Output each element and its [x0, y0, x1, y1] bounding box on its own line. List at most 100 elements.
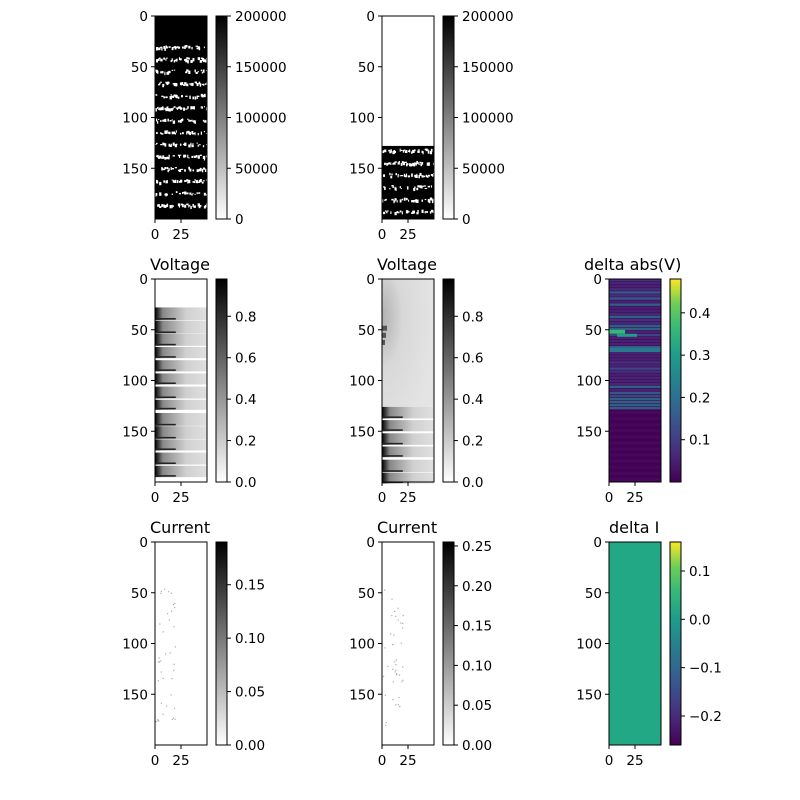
heatmap-cell	[414, 186, 416, 189]
heatmap-cell	[192, 143, 194, 146]
heatmap-cell	[173, 669, 175, 671]
heatmap-cell	[156, 46, 158, 51]
heatmap-cell	[191, 119, 193, 122]
heatmap-cell	[157, 106, 159, 109]
heatmap-row	[609, 388, 661, 392]
y-tick-label: 0	[366, 535, 375, 551]
heatmap-cell	[174, 602, 176, 604]
heatmap-cell	[395, 659, 397, 661]
heatmap-band	[155, 320, 207, 334]
heatmap-region	[382, 279, 434, 407]
colorbar-tick-label: 0.6	[462, 351, 483, 367]
heatmap-cell	[172, 717, 175, 719]
y-tick-label: 50	[131, 60, 148, 76]
heatmap-cell	[172, 205, 174, 207]
heatmap-cell	[400, 622, 402, 624]
heatmap-row	[609, 447, 661, 451]
heatmap-cell	[408, 199, 410, 202]
y-tick-label: 150	[122, 161, 148, 177]
heatmap-cell	[179, 107, 182, 110]
x-tick-label: 0	[151, 490, 160, 506]
heatmap-band	[155, 426, 207, 439]
heatmap-cell	[383, 186, 386, 188]
panel-3: Voltage 0 50 100 150 0 25 0.0 0.2 0.4 0.6 0.8	[122, 255, 256, 506]
heatmap-cell	[191, 82, 194, 86]
heatmap-cell	[193, 205, 196, 208]
heatmap-cell	[202, 69, 205, 73]
heatmap-cell	[395, 669, 397, 671]
heatmap-band-edge	[155, 462, 176, 465]
heatmap-cell	[196, 142, 198, 144]
heatmap-cell	[384, 187, 386, 190]
heatmap-row	[609, 385, 661, 389]
heatmap-row	[609, 435, 661, 439]
heatmap-row	[609, 339, 661, 343]
colorbar-tick-label: 0.10	[235, 631, 265, 647]
heatmap-band-edge	[155, 369, 176, 371]
colorbar-tick-label: 0.4	[462, 392, 483, 408]
heatmap-cell	[430, 198, 433, 201]
heatmap-cell	[417, 150, 420, 153]
heatmap-cell	[384, 694, 386, 696]
x-tick-label: 0	[378, 227, 387, 243]
heatmap-cell	[184, 191, 187, 195]
heatmap-cell	[398, 161, 401, 163]
heatmap-cell	[164, 588, 166, 590]
heatmap-cell	[160, 702, 162, 704]
heatmap-cell	[191, 193, 193, 196]
heatmap-cell	[177, 96, 180, 99]
heatmap-cell	[157, 720, 159, 722]
heatmap-cell	[171, 193, 174, 195]
heatmap-cell	[161, 133, 164, 135]
heatmap-row	[609, 397, 661, 401]
heatmap-cell	[392, 699, 394, 701]
colorbar-tick-label: 0.15	[462, 619, 492, 635]
x-tick-label: 25	[399, 753, 416, 769]
heatmap-cell	[197, 169, 200, 172]
heatmap-cell	[175, 143, 178, 146]
heatmap-cell	[385, 210, 387, 212]
heatmap-cell	[394, 211, 397, 216]
heatmap-cell	[158, 47, 161, 51]
y-tick-label: 0	[139, 535, 148, 551]
x-tick-label: 0	[605, 490, 614, 506]
heatmap-row	[609, 315, 661, 319]
y-tick-label: 100	[576, 374, 602, 390]
heatmap-band	[155, 439, 207, 451]
heatmap-cell	[413, 163, 416, 167]
heatmap-cell	[182, 46, 184, 49]
y-tick-label: 50	[585, 586, 602, 602]
heatmap-row	[609, 417, 661, 421]
heatmap-cell	[394, 671, 396, 673]
heatmap-cell	[423, 175, 426, 178]
heatmap-band-edge	[382, 455, 403, 457]
heatmap-band-edge	[382, 470, 403, 472]
heatmap-cell	[192, 96, 194, 100]
title-delta-i: delta I	[609, 518, 659, 537]
colorbar-3	[215, 278, 228, 483]
heatmap-cell	[383, 211, 386, 215]
heatmap-row	[609, 288, 661, 291]
heatmap-cell	[177, 120, 180, 123]
heatmap-row	[609, 294, 661, 297]
heatmap-band	[155, 347, 207, 359]
heatmap-cell	[163, 143, 165, 145]
heatmap-cell	[398, 696, 400, 699]
heatmap-cell	[199, 167, 202, 171]
title-current-2: Current	[377, 518, 437, 537]
heatmap-cell-uniform	[609, 542, 661, 745]
heatmap-row	[609, 370, 661, 373]
heatmap-cell	[184, 58, 186, 61]
heatmap-cell	[402, 679, 404, 681]
heatmap-cell	[163, 96, 166, 99]
heatmap-cell	[197, 132, 199, 136]
heatmap-cell	[163, 180, 165, 183]
heatmap-cell	[179, 58, 182, 61]
heatmap-5	[609, 279, 661, 482]
heatmap-cell	[424, 211, 426, 214]
heatmap-cell	[395, 663, 397, 666]
colorbar-tick-label: 0.05	[462, 698, 492, 714]
heatmap-cell	[158, 657, 160, 659]
heatmap-cell	[384, 199, 386, 201]
heatmap-cell	[203, 205, 206, 209]
